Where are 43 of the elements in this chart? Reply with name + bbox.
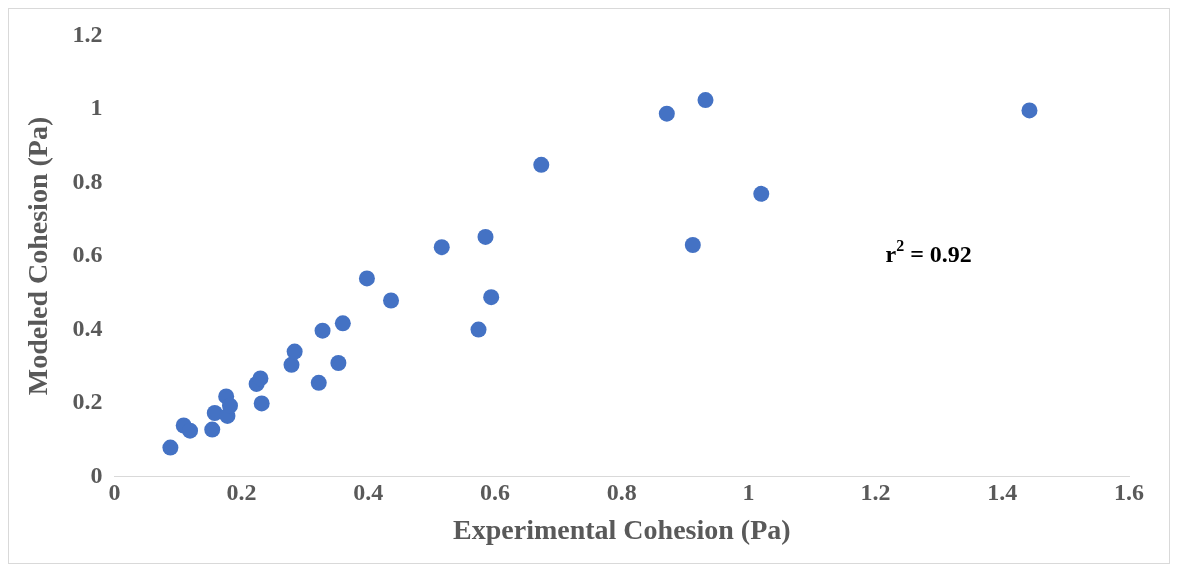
point (483, 289, 500, 306)
y-tick-label: 1 (90, 94, 103, 121)
y-tick-label: 0 (90, 461, 103, 488)
point (252, 370, 269, 387)
point (470, 321, 487, 338)
x-tick-label: 0.8 (606, 479, 637, 506)
y-axis-title: Modeled Cohesion (Pa) (22, 116, 54, 396)
y-tick-label: 0.6 (72, 241, 103, 268)
y-tick-label: 0.2 (72, 388, 103, 415)
point (477, 228, 494, 245)
point (1021, 102, 1038, 119)
x-axis-title: Experimental Cohesion (Pa) (453, 514, 791, 546)
point (533, 156, 550, 173)
point (286, 343, 303, 360)
point (433, 239, 450, 256)
point (697, 92, 714, 109)
point (383, 292, 400, 309)
x-tick-label: 1 (742, 479, 755, 506)
y-tick-label: 0.8 (72, 167, 103, 194)
point (330, 354, 347, 371)
point (684, 236, 701, 253)
point (162, 439, 179, 456)
x-tick-label: 1.4 (987, 479, 1018, 506)
y-tick-label: 0.4 (72, 314, 103, 341)
point (334, 315, 351, 332)
point (314, 322, 331, 339)
point (182, 422, 199, 439)
point (283, 356, 300, 373)
point (253, 395, 270, 412)
point (753, 185, 770, 202)
point (221, 397, 238, 414)
point (358, 270, 375, 287)
x-tick-label: 0 (108, 479, 121, 506)
point (206, 404, 223, 421)
y-tick-label: 1.2 (72, 20, 103, 47)
x-tick-label: 0.2 (226, 479, 257, 506)
x-tick-label: 1.2 (860, 479, 891, 506)
x-tick-label: 0.6 (480, 479, 510, 506)
x-tick-label: 1.6 (1114, 479, 1144, 506)
point (204, 421, 221, 438)
point (658, 105, 675, 122)
x-tick-label: 0.4 (353, 479, 384, 506)
point (310, 374, 327, 391)
